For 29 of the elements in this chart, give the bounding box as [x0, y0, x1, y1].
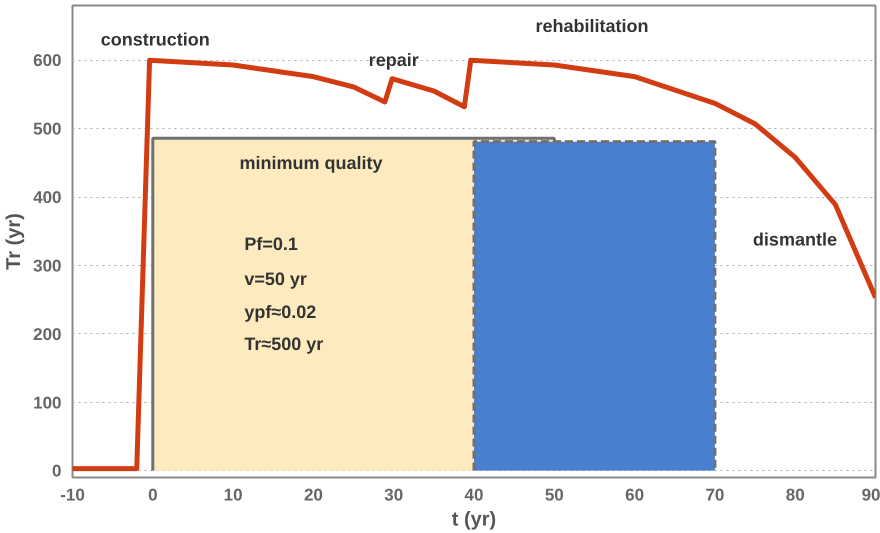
y-axis-title: Tr (yr): [3, 213, 26, 270]
x-tick-label: 10: [224, 486, 243, 504]
x-tick-label: 90: [862, 486, 880, 504]
y-tick-label: 300: [33, 256, 62, 276]
x-tick-label: 0: [148, 486, 158, 504]
y-tick-label: 200: [33, 324, 62, 344]
x-tick-label: 40: [464, 486, 484, 504]
y-tick-label: 0: [52, 462, 62, 481]
annotation: v=50 yr: [244, 269, 307, 290]
x-tick-label: 60: [625, 486, 644, 504]
annotation: minimum quality: [239, 152, 382, 173]
x-axis-title: t (yr): [452, 508, 496, 530]
y-tick-label: 100: [33, 393, 62, 412]
annotation: repair: [368, 50, 419, 70]
x-tick-label: -10: [60, 486, 85, 504]
annotation: Tr≈500 yr: [244, 334, 324, 354]
y-tick-label: 400: [33, 188, 62, 208]
annotation: rehabilitation: [536, 16, 649, 36]
x-tick-label: 20: [304, 486, 323, 504]
annotation: dismantle: [752, 229, 837, 250]
annotation: construction: [100, 30, 210, 50]
annotation: ypf≈0.02: [244, 302, 316, 322]
x-tick-label: 80: [786, 486, 805, 504]
annotation: Pf=0.1: [244, 234, 298, 254]
x-tick-label: 30: [384, 486, 404, 504]
y-tick-label: 500: [33, 120, 62, 139]
y-tick-label: 600: [33, 51, 62, 70]
x-tick-label: 50: [544, 486, 564, 504]
x-tick-label: 70: [705, 486, 724, 504]
